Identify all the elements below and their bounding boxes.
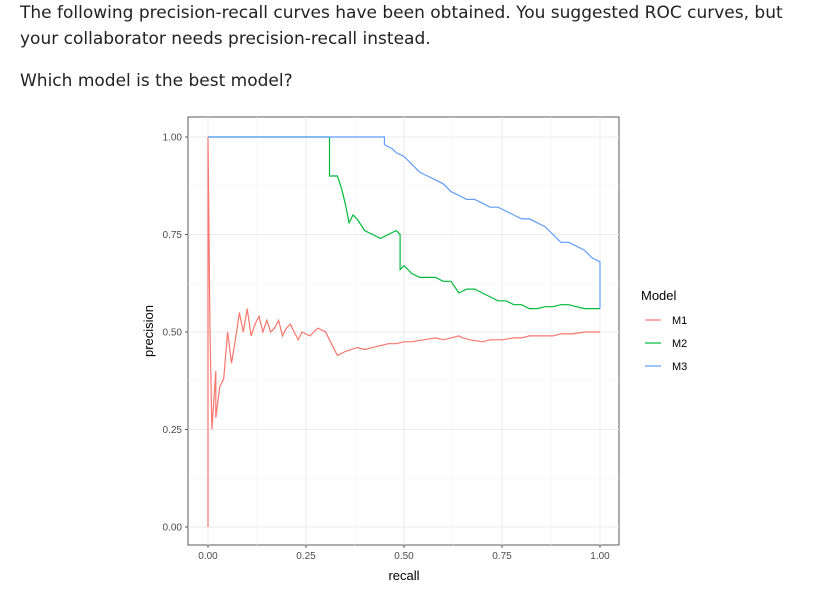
x-tick-label: 1.00 — [590, 551, 610, 562]
series-lines — [207, 136, 601, 527]
question-text: The following precision-recall curves ha… — [20, 0, 820, 94]
series-line-m3 — [208, 136, 601, 309]
x-tick-label: 0.50 — [394, 551, 414, 562]
legend-label-m3: M3 — [672, 361, 687, 373]
x-tick-label: 0.75 — [492, 551, 512, 562]
x-axis-title: recall — [388, 568, 419, 583]
x-ticks: 0.00 0.25 0.50 0.75 1.00 — [198, 545, 610, 562]
y-tick-label: 1.00 — [163, 133, 183, 144]
x-tick-label: 0.25 — [296, 551, 316, 562]
y-axis-title: precision — [141, 305, 156, 357]
y-tick-label: 0.00 — [163, 523, 183, 534]
question-line-1: The following precision-recall curves ha… — [20, 3, 783, 49]
series-line-m1 — [207, 136, 600, 527]
y-tick-label: 0.75 — [163, 230, 183, 241]
legend: Model M1 M2 M3 — [641, 288, 687, 373]
y-tick-label: 0.25 — [163, 425, 183, 436]
legend-label-m2: M2 — [672, 338, 687, 350]
x-tick-label: 0.00 — [198, 551, 218, 562]
y-tick-label: 0.50 — [163, 328, 183, 339]
legend-label-m1: M1 — [672, 315, 687, 327]
legend-title: Model — [641, 288, 677, 303]
series-line-m2 — [208, 136, 600, 310]
question-line-2: Which model is the best model? — [20, 71, 293, 91]
y-ticks: 0.00 0.25 0.50 0.75 1.00 — [163, 133, 188, 534]
